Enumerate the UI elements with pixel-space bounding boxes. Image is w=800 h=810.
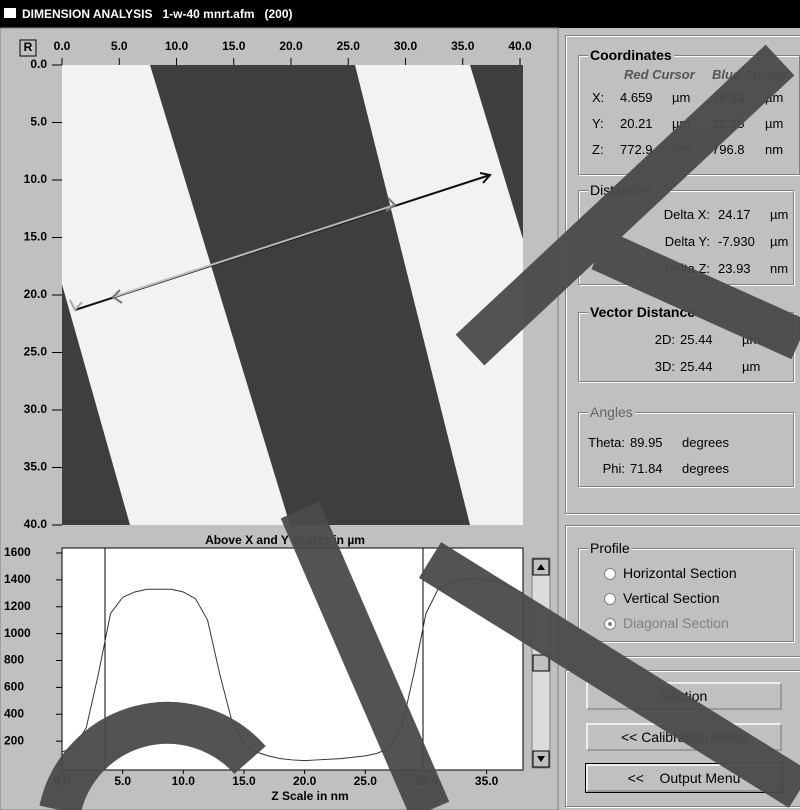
- image-caption: Above X and Y Scales in µm: [205, 533, 365, 547]
- group-title: Angles: [588, 404, 635, 420]
- value: 24.17: [718, 207, 751, 223]
- value: 71.84: [630, 461, 663, 477]
- y-tick-label: 5.0: [30, 115, 47, 129]
- y-tick-label: 0.0: [30, 57, 47, 71]
- y-tick-label: 1200: [4, 599, 31, 613]
- value: 23.93: [718, 261, 751, 277]
- unit: nm: [770, 261, 788, 277]
- y-tick-label: 1400: [4, 572, 31, 586]
- x-tick-label: 5.0: [111, 39, 128, 53]
- value: 25.44: [680, 359, 713, 375]
- x-tick-label: 5.0: [114, 774, 131, 788]
- y-tick-label: 20.0: [24, 287, 48, 301]
- y-tick-label: 40.0: [24, 517, 48, 531]
- unit: µm: [765, 116, 783, 132]
- x-tick-label: 0.0: [54, 774, 71, 788]
- page: DIMENSION ANALYSIS 1-w-40 mnrt.afm (200)…: [0, 0, 800, 810]
- x-tick-label: 35.0: [451, 39, 475, 53]
- x-tick-label: 35.0: [475, 774, 499, 788]
- row-label: 3D:: [575, 359, 675, 375]
- row-label: Delta Y:: [610, 234, 710, 250]
- x-tick-label: 10.0: [165, 39, 189, 53]
- x-axis-label: Z Scale in nm: [271, 789, 348, 803]
- x-tick-label: 20.0: [279, 39, 303, 53]
- column-header: Red Cursor: [624, 67, 695, 83]
- x-tick-label: 25.0: [337, 39, 361, 53]
- chart-area: R 0.0 5.0 10.0 15.0 20.0 25.0 30.0 35.0 40.0 0.0 5…: [0, 0, 560, 810]
- unit: degrees: [682, 435, 729, 451]
- y-tick-label: 25.0: [24, 345, 48, 359]
- unit: µm: [742, 332, 760, 348]
- value: 20.21: [620, 116, 653, 132]
- button[interactable]: Section: [586, 682, 782, 710]
- value: 796.8: [712, 142, 745, 158]
- value: 28.83: [712, 90, 745, 106]
- value: -7.930: [718, 234, 755, 250]
- unit: nm: [672, 142, 690, 158]
- scroll-thumb[interactable]: [533, 655, 549, 671]
- x-tick-label: 20.0: [293, 774, 317, 788]
- value: 12.25: [712, 116, 745, 132]
- x-tick-label: 15.0: [222, 39, 246, 53]
- value: 772.9: [620, 142, 653, 158]
- column-header: Blue Cursor: [712, 67, 786, 83]
- button[interactable]: << Calibration Menu: [586, 723, 782, 751]
- y-tick-label: 600: [4, 680, 24, 694]
- unit: µm: [742, 359, 760, 375]
- row-label: X:: [592, 90, 604, 106]
- value: 25.44: [680, 332, 713, 348]
- y-tick-label: 200: [4, 733, 24, 747]
- value: 4.659: [620, 90, 653, 106]
- x-tick-label: 30.0: [414, 774, 438, 788]
- row-label: Delta X:: [610, 207, 710, 223]
- group-title: Distances: [588, 182, 653, 198]
- row-label: Theta:: [525, 435, 625, 451]
- button[interactable]: << Output Menu: [586, 764, 782, 792]
- x-tick-label: 15.0: [232, 774, 256, 788]
- y-tick-label: 1600: [4, 545, 31, 559]
- unit: nm: [765, 142, 783, 158]
- x-tick-label: 0.0: [54, 39, 71, 53]
- radio-label[interactable]: Diagonal Section: [623, 615, 729, 631]
- radio-button[interactable]: [604, 568, 616, 580]
- x-tick-label: 10.0: [172, 774, 196, 788]
- y-tick-label: 400: [4, 706, 24, 720]
- y-tick-label: 800: [4, 653, 24, 667]
- corner-button-label: R: [24, 40, 33, 54]
- row-label: Y:: [592, 116, 604, 132]
- afm-image: [0, 65, 560, 525]
- y-tick-label: 30.0: [24, 402, 48, 416]
- row-label: 2D:: [575, 332, 675, 348]
- y-tick-label: 35.0: [24, 460, 48, 474]
- x-tick-label: 25.0: [354, 774, 378, 788]
- y-tick-label: 1000: [4, 626, 31, 640]
- unit: degrees: [682, 461, 729, 477]
- row-label: Delta Z:: [610, 261, 710, 277]
- group-title: Vector Distance: [588, 304, 697, 320]
- radio-label[interactable]: Horizontal Section: [623, 565, 737, 581]
- unit: µm: [770, 234, 788, 250]
- unit: µm: [672, 116, 690, 132]
- unit: µm: [672, 90, 690, 106]
- radio-dot: [608, 622, 612, 626]
- y-tick-label: 10.0: [24, 172, 48, 186]
- radio-button[interactable]: [604, 593, 616, 605]
- group-title: Profile: [588, 540, 632, 556]
- group-title: Coordinates: [588, 47, 674, 63]
- value: 89.95: [630, 435, 663, 451]
- y-tick-label: 15.0: [24, 230, 48, 244]
- row-label: Z:: [592, 142, 604, 158]
- unit: µm: [770, 207, 788, 223]
- row-label: Phi:: [525, 461, 625, 477]
- x-tick-label: 30.0: [394, 39, 418, 53]
- radio-label[interactable]: Vertical Section: [623, 590, 720, 606]
- unit: µm: [765, 90, 783, 106]
- x-tick-label: 40.0: [508, 39, 532, 53]
